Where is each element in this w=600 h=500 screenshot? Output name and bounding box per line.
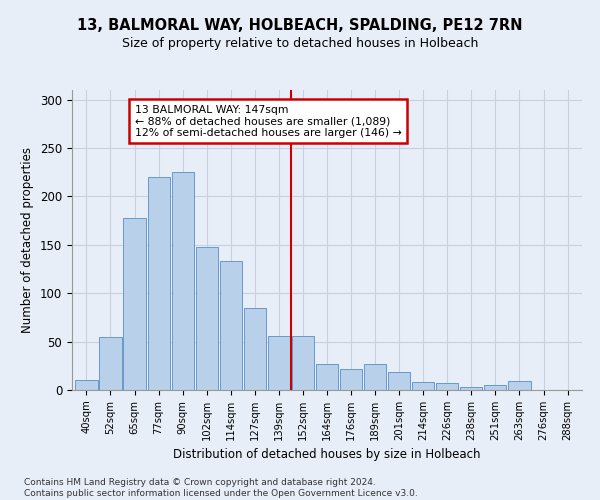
Bar [172, 172, 194, 390]
X-axis label: Distribution of detached houses by size in Holbeach: Distribution of detached houses by size … [173, 448, 481, 462]
Text: 13 BALMORAL WAY: 147sqm
← 88% of detached houses are smaller (1,089)
12% of semi: 13 BALMORAL WAY: 147sqm ← 88% of detache… [134, 104, 401, 138]
Y-axis label: Number of detached properties: Number of detached properties [22, 147, 34, 333]
Bar [220, 262, 242, 390]
Bar [316, 364, 338, 390]
Bar [292, 336, 314, 390]
Bar [196, 247, 218, 390]
Bar [412, 382, 434, 390]
Bar [508, 382, 530, 390]
Bar [484, 385, 506, 390]
Bar [388, 372, 410, 390]
Bar [364, 364, 386, 390]
Bar [244, 308, 266, 390]
Text: Contains HM Land Registry data © Crown copyright and database right 2024.
Contai: Contains HM Land Registry data © Crown c… [24, 478, 418, 498]
Bar [268, 336, 290, 390]
Text: 13, BALMORAL WAY, HOLBEACH, SPALDING, PE12 7RN: 13, BALMORAL WAY, HOLBEACH, SPALDING, PE… [77, 18, 523, 32]
Bar [436, 383, 458, 390]
Bar [148, 177, 170, 390]
Bar [76, 380, 98, 390]
Text: Size of property relative to detached houses in Holbeach: Size of property relative to detached ho… [122, 38, 478, 51]
Bar [460, 387, 482, 390]
Bar [100, 337, 122, 390]
Bar [340, 368, 362, 390]
Bar [124, 218, 146, 390]
